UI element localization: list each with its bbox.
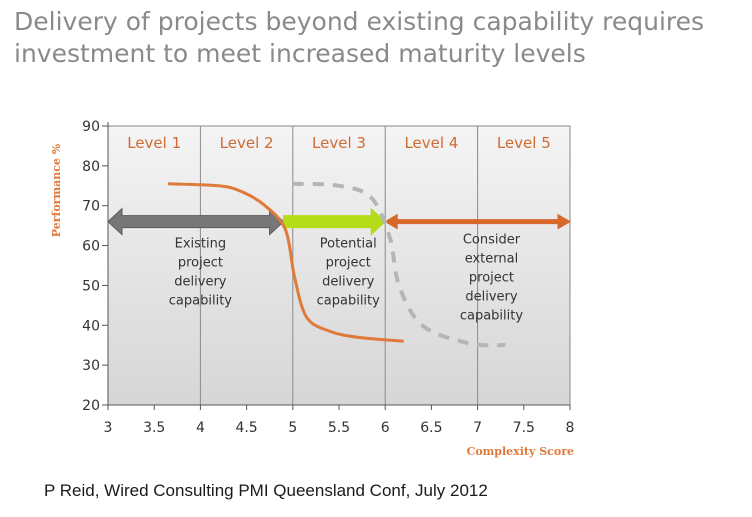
level-label: Level 4 bbox=[404, 134, 458, 152]
capability-annotation-line: capability bbox=[460, 309, 524, 324]
x-tick-label: 7.5 bbox=[513, 420, 535, 436]
capability-annotation-line: project bbox=[178, 256, 223, 271]
level-label: Level 1 bbox=[127, 134, 181, 152]
capability-annotation-line: external bbox=[465, 252, 519, 267]
x-tick-label: 4 bbox=[196, 420, 205, 436]
level-label: Level 5 bbox=[497, 134, 551, 152]
x-axis-title: Complexity Score bbox=[467, 445, 574, 458]
source-caption: P Reid, Wired Consulting PMI Queensland … bbox=[44, 481, 488, 500]
title-line-2: investment to meet increased maturity le… bbox=[14, 39, 586, 68]
x-tick-label: 7 bbox=[473, 420, 482, 436]
capability-annotation-line: delivery bbox=[322, 275, 375, 290]
capability-annotation-line: project bbox=[326, 256, 371, 271]
range-arrow bbox=[283, 207, 386, 236]
capability-annotation-line: capability bbox=[169, 294, 233, 309]
level-label: Level 2 bbox=[220, 134, 274, 152]
y-tick-label: 20 bbox=[82, 398, 100, 414]
plot-area bbox=[107, 125, 571, 406]
y-tick-label: 70 bbox=[82, 199, 100, 215]
x-tick-label: 4.5 bbox=[235, 420, 257, 436]
y-tick-label: 80 bbox=[82, 159, 100, 175]
y-tick-label: 30 bbox=[82, 358, 100, 374]
y-tick-label: 90 bbox=[82, 119, 100, 135]
capability-annotation-line: delivery bbox=[465, 290, 518, 305]
complexity-performance-chart: Level 1 Level 2 Level 3 Level 4 Level 5 90 80 7… bbox=[50, 119, 575, 458]
x-tick-label: 3.5 bbox=[143, 420, 165, 436]
capability-annotation-line: capability bbox=[317, 294, 381, 309]
x-tick-label: 5.5 bbox=[328, 420, 350, 436]
y-tick-label: 40 bbox=[82, 318, 100, 334]
capability-annotation-line: Consider bbox=[463, 233, 521, 248]
y-tick-label: 50 bbox=[82, 278, 100, 294]
title-line-1: Delivery of projects beyond existing cap… bbox=[14, 7, 705, 36]
capability-annotation-line: delivery bbox=[174, 275, 227, 290]
x-tick-label: 5 bbox=[288, 420, 297, 436]
y-axis-title: Performance % bbox=[50, 143, 63, 237]
x-tick-label: 3 bbox=[104, 420, 113, 436]
range-arrow bbox=[384, 213, 571, 230]
chart-title: Delivery of projects beyond existing cap… bbox=[14, 6, 744, 70]
x-tick-label: 6.5 bbox=[420, 420, 442, 436]
dashed-performance-curve bbox=[292, 181, 506, 348]
level-label: Level 3 bbox=[312, 134, 366, 152]
capability-annotation-line: project bbox=[469, 271, 514, 286]
y-tick-label: 60 bbox=[82, 239, 100, 255]
capability-annotation-line: Existing bbox=[175, 237, 227, 252]
solid-performance-curve bbox=[168, 182, 404, 343]
capability-annotation-line: Potential bbox=[320, 237, 377, 252]
x-tick-label: 6 bbox=[381, 420, 390, 436]
x-tick-label: 8 bbox=[566, 420, 575, 436]
